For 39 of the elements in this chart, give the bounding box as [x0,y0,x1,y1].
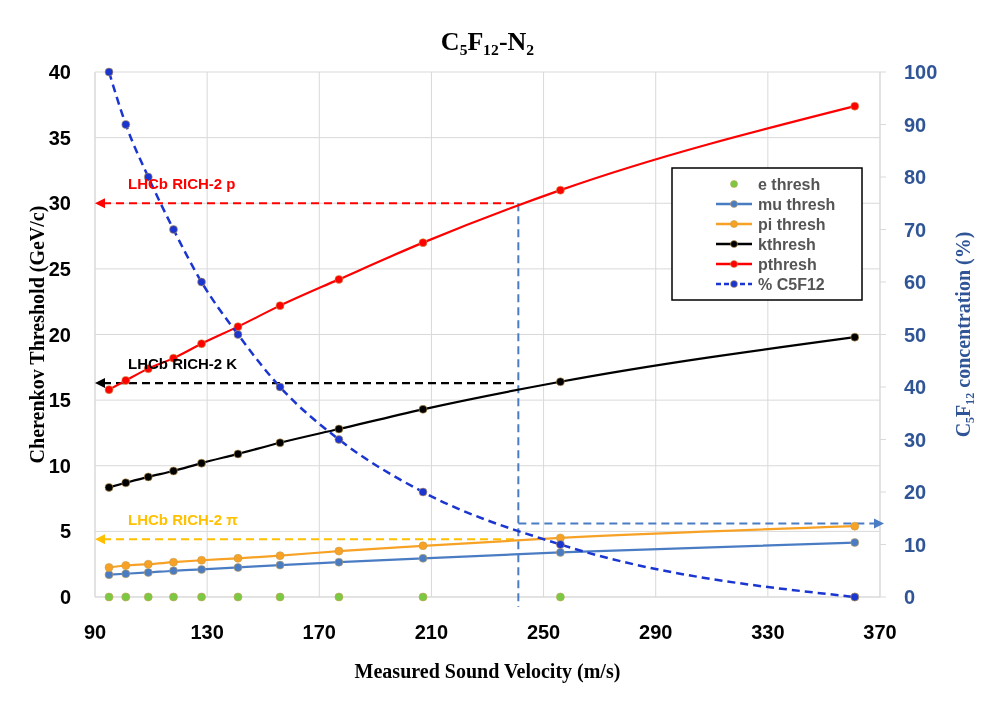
y-tick-label: 35 [48,126,71,149]
legend-label: pthresh [758,256,817,273]
x-tick-label: 330 [751,621,785,643]
legend-label: kthresh [758,236,816,253]
y2-tick-label: 60 [904,271,927,293]
y2-tick-label: 100 [904,61,938,83]
y-tick-label: 10 [48,454,71,477]
y-axis-title: Cherenkov Threshold (GeV/c) [26,205,49,464]
y2-tick-label: 50 [904,323,927,346]
y2-tick-label: 30 [904,428,927,451]
y-tick-label: 30 [48,192,71,215]
x-tick-label: 130 [190,621,224,643]
y-tick-label: 15 [48,389,71,412]
x-tick-label: 250 [526,621,561,643]
chart-title: C₅F₁₂-N₂ [440,27,535,56]
y2-axis-title: C₅F₁₂ concentration (%) [952,231,975,438]
x-tick-label: 290 [639,621,673,643]
y2-tick-label: 40 [904,376,927,398]
y-tick-label: 0 [59,586,71,608]
y2-tick-label: 90 [904,113,927,136]
legend-label: pi thresh [758,216,826,233]
y-tick-label: 5 [59,520,71,543]
x-tick-label: 170 [302,621,336,643]
x-tick-label: 90 [83,621,107,643]
y2-tick-label: 20 [904,481,927,503]
x-axis-title: Measured Sound Velocity (m/s) [354,660,621,683]
y2-tick-label: 80 [904,166,927,188]
y2-tick-label: 0 [904,586,916,608]
y-tick-label: 20 [48,323,71,346]
legend-label: mu thresh [758,196,836,213]
y-tick-label: 25 [48,257,71,280]
legend-label: e thresh [758,176,821,193]
ref-line-label: LHCb RICH-2 π [128,511,239,529]
y2-tick-label: 10 [904,533,927,556]
y2-tick-label: 70 [904,218,927,241]
x-tick-label: 370 [863,621,897,643]
x-tick-label: 210 [414,621,449,643]
y-tick-label: 40 [48,61,71,83]
legend-label: % C5F12 [758,276,825,293]
